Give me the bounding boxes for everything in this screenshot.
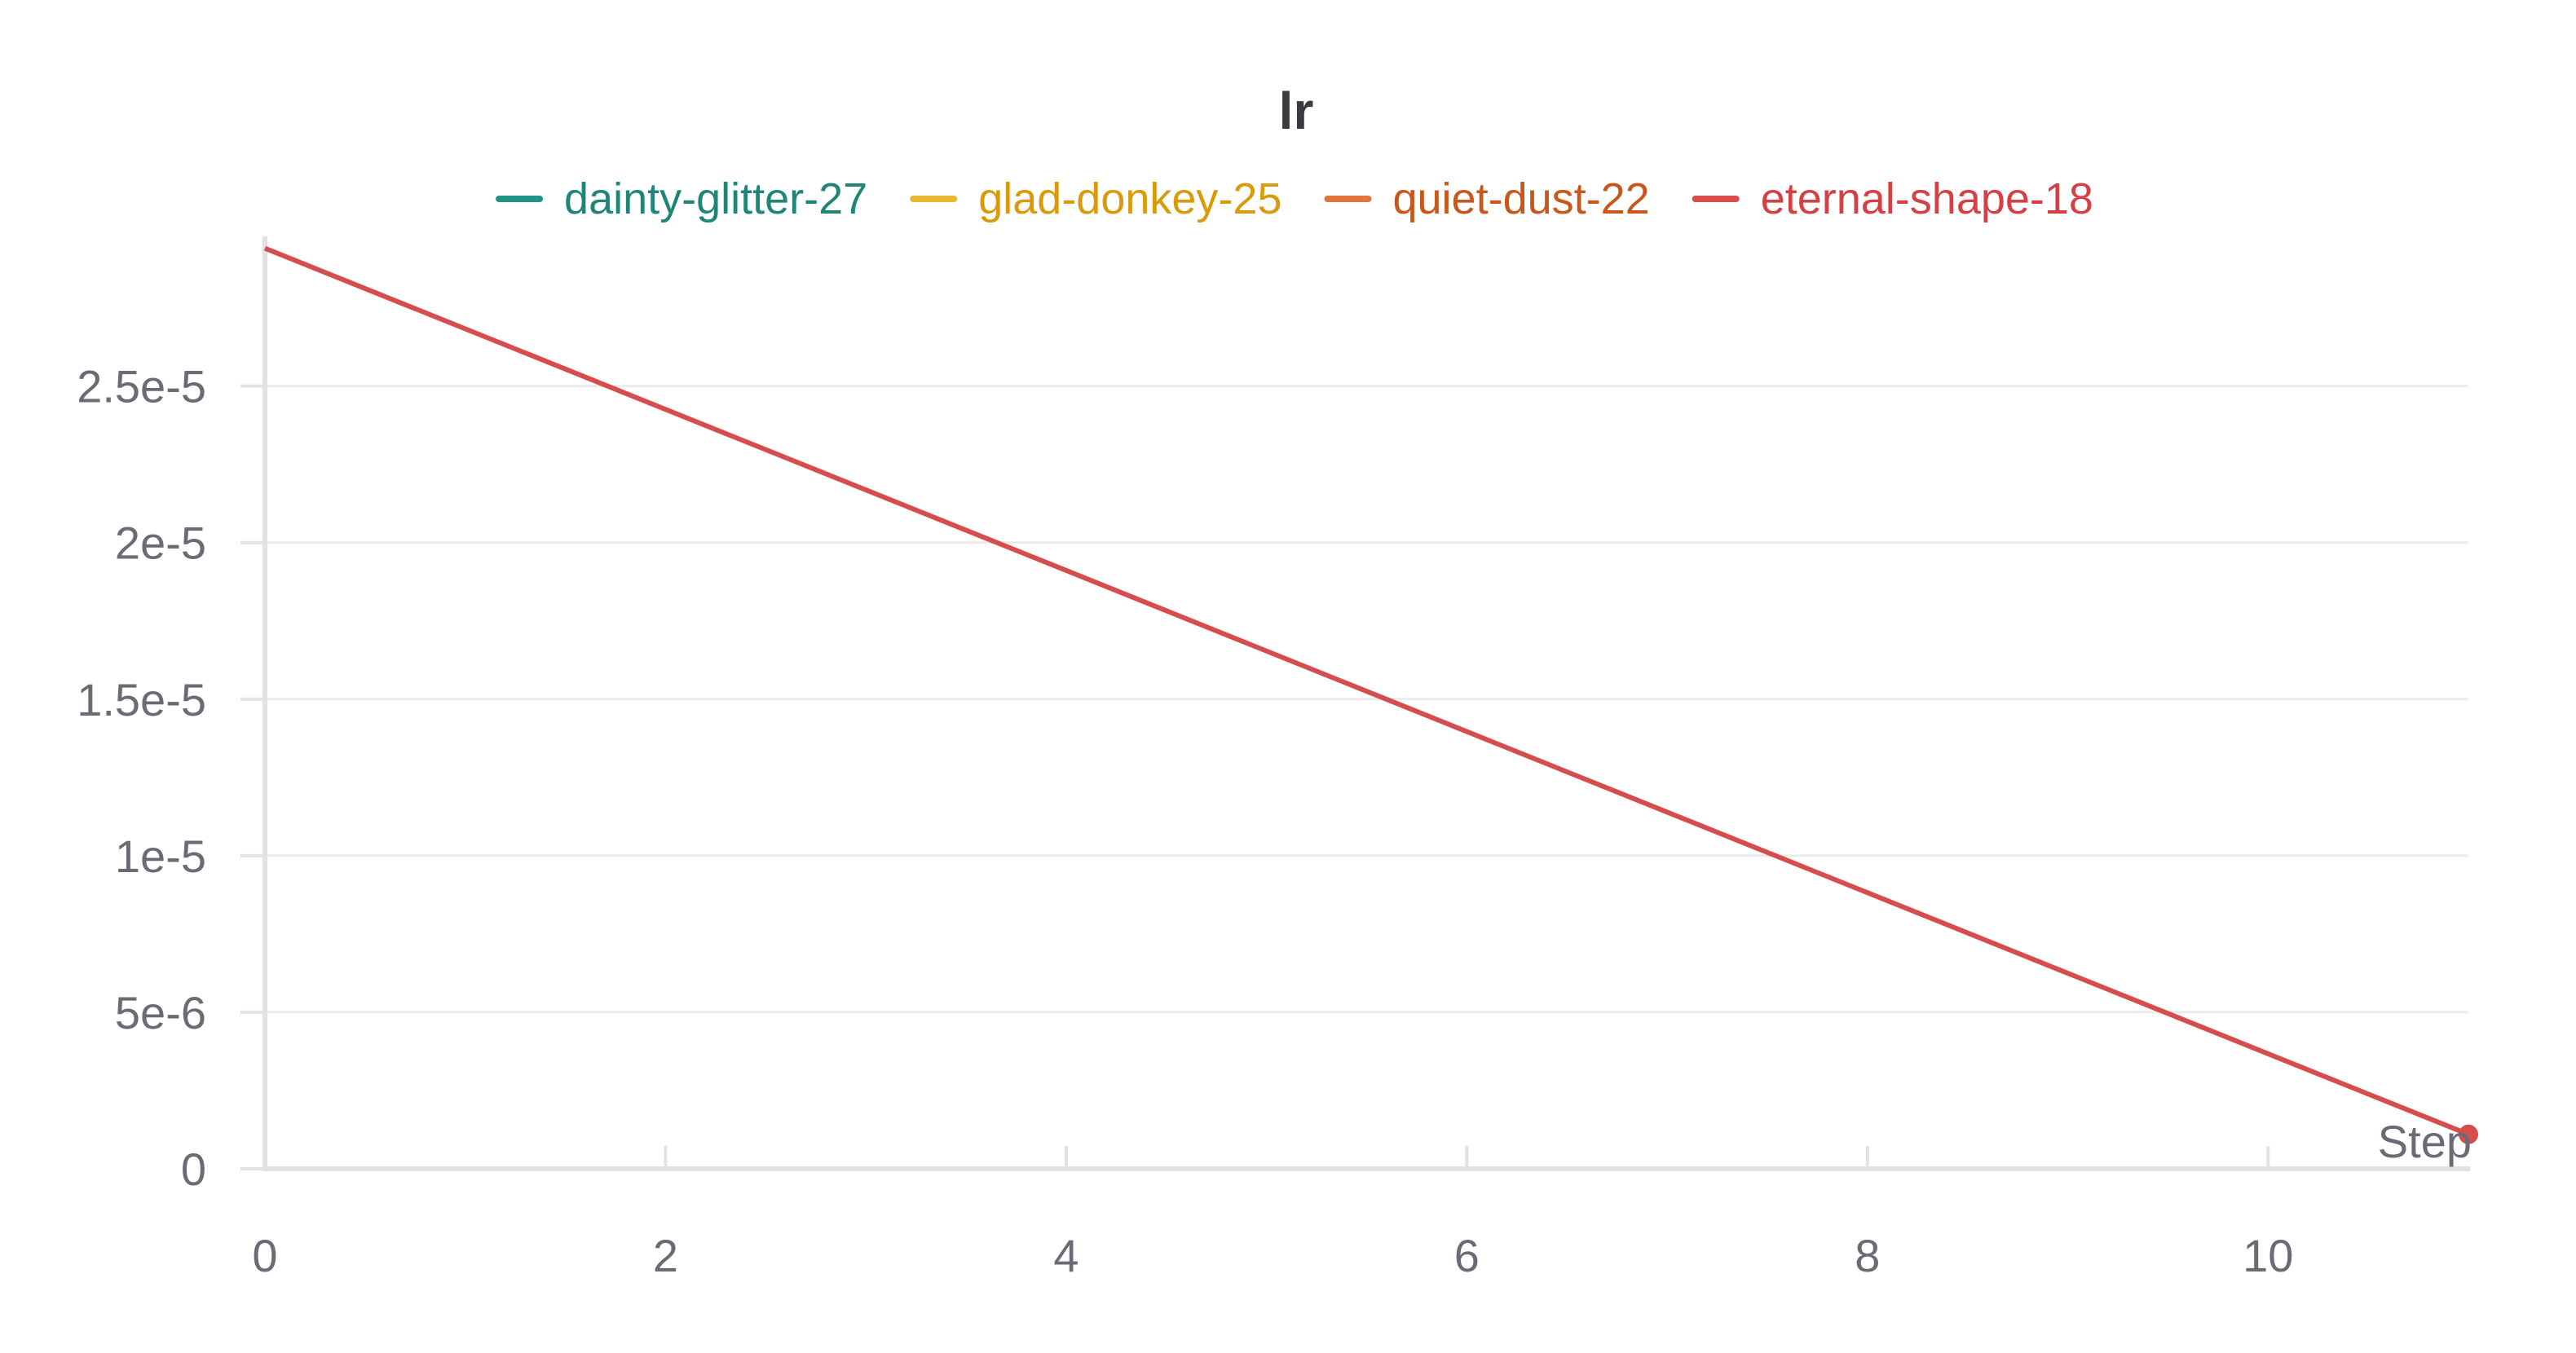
x-tick-label: 10	[2243, 1230, 2293, 1281]
x-tick-label: 2	[653, 1230, 678, 1281]
grid-lines	[265, 385, 2468, 1014]
axes	[262, 236, 2470, 1171]
legend-label: dainty-glitter-27	[564, 174, 867, 223]
y-tick-label: 2.5e-5	[77, 361, 206, 412]
y-tick-label: 0	[181, 1144, 206, 1195]
x-tick-label: 4	[1053, 1230, 1078, 1281]
y-tick-label: 1.5e-5	[77, 674, 206, 725]
chart-title: lr	[1279, 82, 1314, 140]
legend-item: dainty-glitter-27	[496, 174, 867, 223]
series-end-point	[2459, 1124, 2478, 1144]
y-tick-label: 5e-6	[115, 987, 206, 1038]
legend-label: eternal-shape-18	[1761, 174, 2093, 223]
legend-item: glad-donkey-25	[910, 174, 1281, 223]
x-tick-label: 0	[252, 1230, 277, 1281]
legend: dainty-glitter-27 glad-donkey-25 quiet-dus…	[496, 174, 2093, 223]
x-axis-ticks: 0 2 4 6 8 10	[252, 1146, 2293, 1281]
legend-item: quiet-dust-22	[1324, 174, 1650, 223]
series-lines	[263, 245, 2478, 1144]
y-tick-label: 2e-5	[115, 518, 206, 569]
y-tick-label: 1e-5	[115, 831, 206, 882]
x-tick-label: 8	[1855, 1230, 1880, 1281]
y-axis-ticks: 0 5e-6 1e-5 1.5e-5 2e-5 2.5e-5	[77, 361, 265, 1195]
legend-item: eternal-shape-18	[1692, 174, 2093, 223]
legend-label: quiet-dust-22	[1392, 174, 1649, 223]
legend-label: glad-donkey-25	[978, 174, 1281, 223]
x-axis-label: Step	[2378, 1116, 2472, 1167]
series-line-eternal-shape-18	[263, 245, 2470, 1137]
x-tick-label: 6	[1454, 1230, 1480, 1281]
